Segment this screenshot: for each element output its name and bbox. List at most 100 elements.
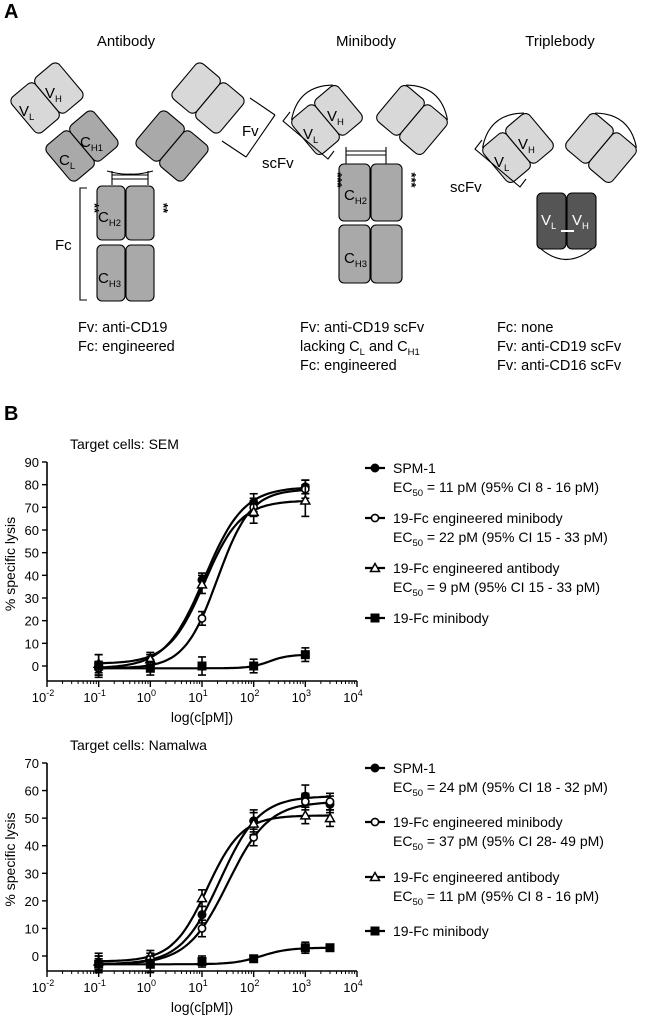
legend-entry-0: SPM-1 EC50 = 24 pM (95% CI 18 - 32 pM) [365, 760, 608, 799]
triplebody-vh-domain [566, 192, 597, 250]
legend-entry-3: 19-Fc minibody [365, 923, 489, 939]
x-tick-label: 103 [292, 688, 311, 705]
antibody-ch2-right [125, 185, 155, 241]
data-point [197, 910, 207, 920]
y-tick-label: 40 [25, 839, 39, 854]
data-point [196, 578, 208, 589]
antibody-ch2-label: CH2 [98, 209, 121, 229]
triplebody-right-scfv [565, 112, 638, 183]
legend-label: 19-Fc engineered minibody [393, 814, 563, 830]
legend-marker [370, 613, 380, 623]
fit-curve [98, 795, 331, 965]
data-point [145, 663, 155, 673]
chart-title: Target cells: Namalwa [70, 737, 207, 753]
minibody-mutation-stars-right: *** [404, 172, 419, 188]
antibody-right-variable [171, 62, 245, 134]
legend-entry-1: 19-Fc engineered minibody EC50 = 22 pM (9… [365, 510, 608, 549]
minibody-scfv-bracket [282, 111, 335, 160]
triplebody-inner-vh-label: VH [572, 212, 589, 232]
triplebody-vl-label: VL [494, 154, 509, 174]
data-point [197, 957, 207, 967]
minibody-caption-3: Fc: engineered [300, 358, 397, 374]
y-tick-label: 90 [25, 455, 39, 470]
minibody-mutation-stars-left: *** [330, 172, 345, 188]
data-point [299, 809, 312, 820]
x-tick-label: 100 [137, 978, 156, 995]
x-axis-label: log(c[pM]) [171, 709, 233, 725]
antibody-hinge-line [106, 170, 154, 175]
data-point [197, 661, 207, 671]
x-tick-label: 100 [137, 688, 156, 705]
series-3 [94, 647, 310, 679]
antibody-mutation-stars-left: ** [87, 203, 102, 214]
legend-ec50: EC50 = 37 pM (95% CI 28- 49 pM) [393, 833, 604, 853]
antibody-ch3-right [125, 244, 155, 302]
triplebody-title: Triplebody [525, 33, 595, 50]
y-tick-label: 50 [25, 811, 39, 826]
x-tick-label: 10-1 [83, 978, 105, 995]
antibody-right-constant [135, 110, 209, 182]
y-tick-label: 20 [25, 614, 39, 629]
data-point [249, 954, 259, 964]
legend-marker [370, 817, 380, 827]
y-tick-label: 10 [25, 921, 39, 936]
y-tick-label: 70 [25, 500, 39, 515]
minibody-caption-2: lacking CL and CH1 [300, 339, 420, 358]
minibody-ch2-left [338, 163, 371, 222]
antibody-title: Antibody [97, 33, 156, 50]
sem-lysis-chart: 0 10 20 30 40 50 60 70 80 90 10-2 10-1 100 101 102 103 1… [2, 436, 608, 725]
data-point [197, 924, 207, 933]
legend-marker [370, 763, 380, 773]
panel-b-label: B [4, 403, 18, 425]
minibody-diagram: Minibody VL VH scFv CH2 CH3 *** *** Fv: … [262, 33, 449, 374]
legend-ec50: EC50 = 24 pM (95% CI 18 - 32 pM) [393, 779, 608, 799]
y-tick-label: 80 [25, 478, 39, 493]
fit-curve [98, 801, 331, 966]
legend-ec50: EC50 = 11 pM (95% CI 8 - 16 pM) [393, 888, 599, 908]
x-tick-label: 102 [240, 978, 259, 995]
antibody-diagram: Antibody VL VH CL CH1 Fv [10, 33, 276, 355]
x-tick-label: 104 [343, 978, 362, 995]
antibody-ch3-label: CH3 [98, 270, 121, 290]
legend-entry-1: 19-Fc engineered minibody EC50 = 37 pM (9… [365, 814, 604, 853]
legend-label: 19-Fc engineered antibody [393, 560, 560, 576]
data-point [247, 817, 260, 828]
y-tick-label: 60 [25, 523, 39, 538]
x-tick-label: 10-1 [83, 688, 105, 705]
namalwa-lysis-chart: 0 10 20 30 40 50 60 70 10-2 10-1 100 101 102 103 104 Ta… [2, 737, 608, 1015]
y-axis-label: % specific lysis [2, 517, 18, 611]
legend-marker [369, 561, 381, 573]
x-tick-label: 104 [343, 688, 362, 705]
y-tick-label: 20 [25, 894, 39, 909]
triplebody-scfv-bracket [474, 139, 527, 188]
minibody-title: Minibody [336, 33, 397, 50]
series-0 [94, 784, 335, 974]
antibody-vl-label: VL [19, 103, 34, 123]
antibody-fv-label: Fv [242, 123, 259, 140]
triplebody-diagram: Triplebody VL VH scFv VL VH Fc: none Fv:… [450, 33, 638, 374]
legend-label: 19-Fc minibody [393, 923, 489, 939]
fit-curve [98, 814, 330, 963]
legend-label: 19-Fc engineered minibody [393, 510, 563, 526]
data-point [299, 494, 312, 505]
triplebody-vh-label: VH [518, 136, 535, 156]
legend-entry-2: 19-Fc engineered antibody EC50 = 9 pM (95… [365, 560, 600, 599]
x-tick-label: 102 [240, 688, 259, 705]
legend-marker [370, 463, 380, 473]
series-1 [94, 792, 335, 974]
triplebody-left-scfv [481, 112, 554, 183]
y-tick-label: 60 [25, 784, 39, 799]
antibody-caption-2: Fc: engineered [78, 339, 175, 355]
minibody-vl-label: VL [303, 126, 318, 146]
x-tick-label: 10-2 [32, 978, 54, 995]
minibody-ch3-right [370, 224, 403, 284]
triplebody-caption-2: Fv: anti-CD19 scFv [497, 339, 622, 355]
series-2 [92, 806, 336, 971]
series-3 [94, 941, 335, 974]
triplebody-vl-domain [536, 192, 567, 250]
triplebody-caption-1: Fc: none [497, 320, 553, 336]
minibody-ch2-label: CH2 [344, 187, 367, 207]
minibody-vh-label: VH [327, 108, 344, 128]
antibody-cl-label: CL [59, 152, 75, 172]
